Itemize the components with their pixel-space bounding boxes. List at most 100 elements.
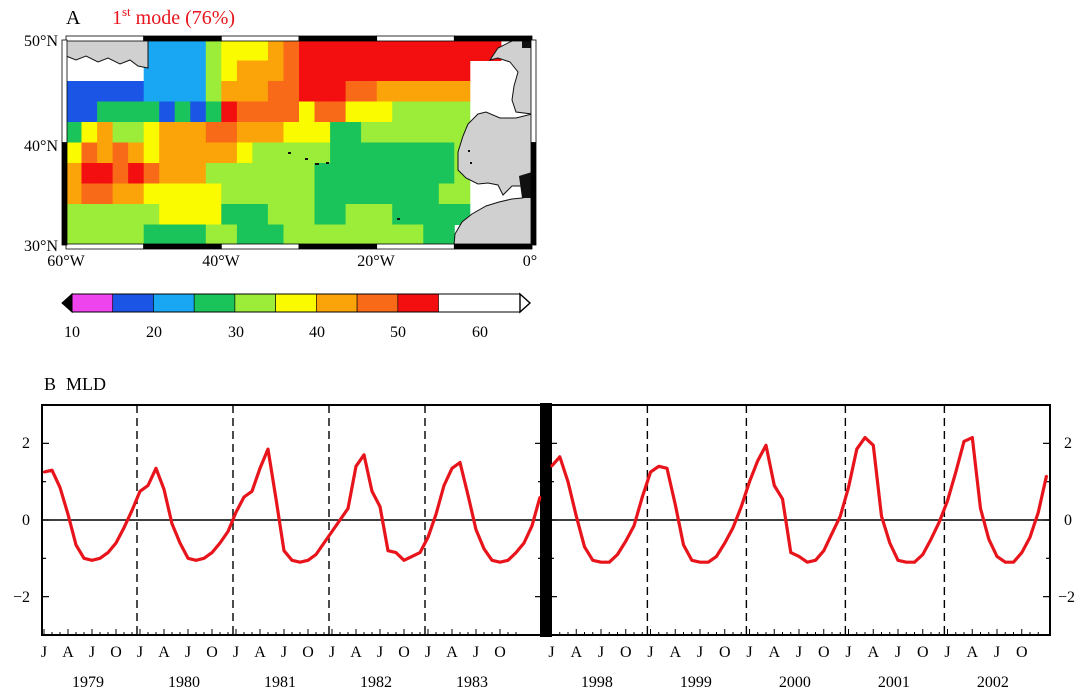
map-cell	[423, 163, 440, 184]
map-cell	[174, 204, 191, 225]
mld-point	[538, 495, 542, 499]
mld-point	[962, 440, 966, 443]
map-cell	[205, 60, 222, 82]
mld-point	[1045, 474, 1048, 478]
mld-point	[599, 561, 603, 564]
map-cell	[190, 40, 207, 61]
map-cell	[205, 183, 222, 205]
mld-point	[987, 538, 990, 541]
mld-point	[839, 515, 842, 518]
map-cell	[159, 122, 176, 143]
map-cell	[454, 81, 471, 102]
map-cell	[392, 204, 409, 225]
mld-point	[114, 541, 118, 545]
map-cell	[423, 101, 440, 123]
map-cell	[252, 81, 269, 102]
map-cell	[97, 101, 114, 123]
map-cell	[469, 40, 486, 61]
map-x-axis-labels: 60°W 40°W 20°W 0°	[47, 253, 537, 270]
map-cell	[267, 81, 284, 102]
month-label: O	[1016, 644, 1028, 661]
map-cell	[314, 81, 331, 102]
map-cell	[159, 60, 176, 82]
mld-point	[410, 555, 414, 558]
map-cell	[361, 81, 378, 102]
mld-point	[905, 561, 908, 564]
month-label: J	[425, 644, 431, 661]
colorbar-swatch	[153, 293, 195, 313]
mld-point	[130, 509, 134, 512]
colorbar-frame	[71, 293, 521, 313]
map-cell	[236, 224, 253, 246]
map-cell	[81, 81, 98, 102]
mld-point	[1012, 561, 1015, 564]
year-label: 1979	[72, 674, 104, 691]
month-label: J	[697, 644, 703, 661]
map-cell	[190, 204, 207, 225]
map-cell	[361, 142, 378, 164]
map-cell	[252, 163, 269, 184]
map-cell	[81, 122, 98, 143]
mld-point	[558, 455, 561, 458]
mld-point	[90, 559, 94, 562]
map-cell	[376, 142, 393, 164]
map-cell	[361, 204, 378, 225]
map-cell	[159, 183, 176, 205]
mld-point	[863, 436, 867, 439]
mld-point	[346, 507, 350, 510]
map-cell	[143, 122, 160, 143]
map-cell	[143, 81, 160, 102]
mld-point	[632, 524, 636, 527]
month-label: O	[110, 644, 122, 661]
mld-point	[42, 470, 46, 474]
map-cell	[407, 163, 424, 184]
map-cell	[407, 122, 424, 143]
mld-point	[274, 497, 278, 501]
mld-point	[566, 480, 570, 483]
mld-point	[1020, 551, 1023, 554]
map-cell	[112, 183, 129, 205]
map-cell	[205, 81, 222, 102]
mld-point	[641, 495, 644, 499]
map-cell	[221, 183, 238, 205]
map-cell	[190, 122, 207, 143]
year-label: 1980	[168, 674, 200, 691]
mld-point	[338, 518, 342, 522]
map-cell	[112, 122, 129, 143]
map-cell	[128, 101, 145, 123]
map-cell	[81, 204, 98, 225]
mld-point	[830, 532, 834, 535]
mld-point	[682, 543, 685, 547]
map-cell	[190, 224, 207, 246]
mld-point	[418, 551, 422, 554]
map-cell	[454, 40, 471, 61]
mld-point	[490, 559, 494, 562]
month-label: J	[598, 644, 604, 661]
lon-tick-label-40w: 40°W	[202, 253, 240, 270]
month-label: A	[669, 644, 681, 661]
map-cell	[283, 60, 300, 82]
map-cell	[392, 81, 409, 102]
ts-axis-break	[540, 403, 552, 637]
map-cell	[423, 122, 440, 143]
panel-a-title: 1st mode (76%)	[112, 4, 235, 29]
map-cell	[376, 60, 393, 82]
map-cell	[299, 40, 315, 61]
map-cell	[252, 204, 269, 225]
map-cell	[221, 204, 238, 225]
map-cell	[283, 40, 300, 61]
mld-point	[756, 459, 759, 462]
map-cell	[345, 224, 362, 246]
map-cell	[345, 101, 362, 123]
mld-point	[98, 557, 102, 560]
map-cell	[221, 60, 238, 82]
border-tick-bottom	[220, 243, 300, 250]
mld-point	[657, 465, 660, 468]
map-cell	[267, 101, 284, 123]
mld-point	[806, 561, 809, 564]
map-cell	[423, 60, 440, 82]
map-cell	[438, 183, 455, 205]
map-cell	[174, 163, 191, 184]
map-cell	[438, 204, 455, 225]
map-cell	[454, 60, 471, 82]
